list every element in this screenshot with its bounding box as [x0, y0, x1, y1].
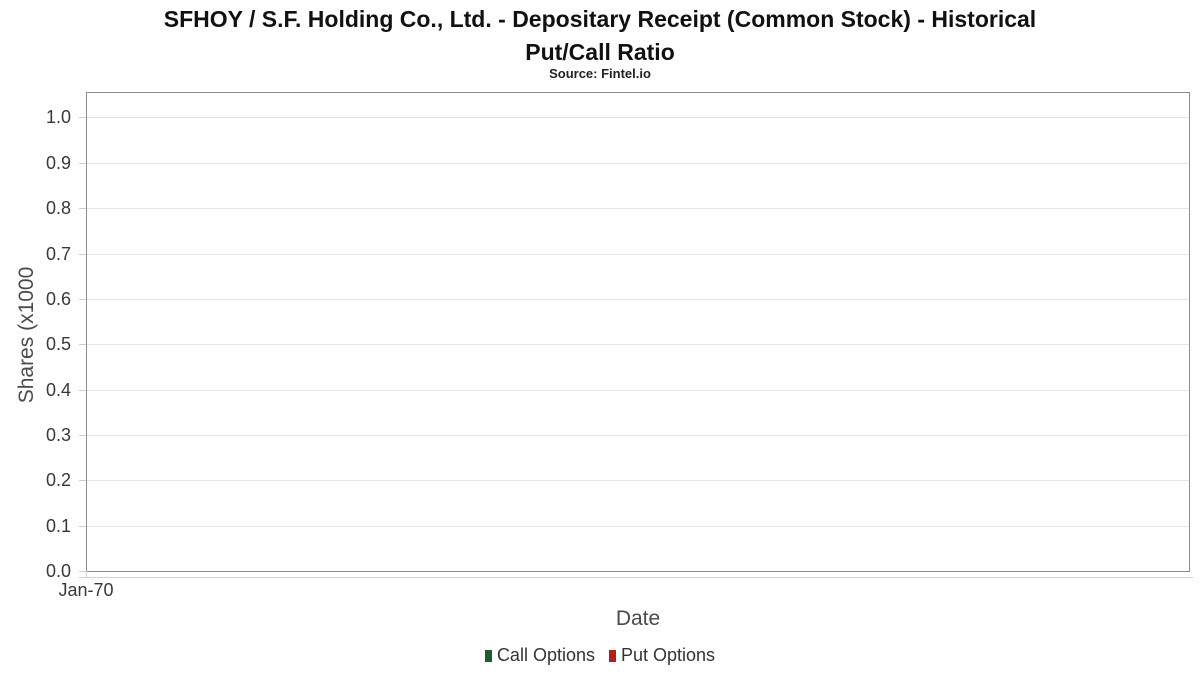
h-gridline	[87, 434, 1189, 436]
h-gridline	[87, 117, 1189, 119]
x-tick-label: Jan-70	[58, 580, 114, 600]
legend-label-put-options: Put Options	[620, 645, 716, 665]
legend: Call Options Put Options	[0, 645, 1200, 666]
y-tick-mark	[79, 298, 86, 300]
call-options-swatch-icon	[484, 649, 492, 662]
y-tick-label: 0.0	[45, 561, 71, 581]
y-tick-mark	[79, 208, 86, 210]
y-tick-mark	[79, 434, 86, 436]
legend-label-call-options: Call Options	[496, 645, 595, 665]
y-tick-label: 0.7	[45, 243, 71, 264]
x-axis-line	[79, 577, 1193, 578]
chart-title-line-1: SFHOY / S.F. Holding Co., Ltd. - Deposit…	[163, 6, 1037, 32]
y-tick-label: 0.9	[45, 152, 71, 173]
chart-title-line-2: Put/Call Ratio	[525, 39, 675, 65]
plot-area: 0.0 0.1 0.2 0.3 0.4 0.5 0.6 0.7 0.8 0.9 1.0	[46, 92, 1193, 581]
h-gridline	[87, 208, 1189, 210]
y-tick-mark	[79, 525, 86, 527]
y-tick-mark	[79, 162, 86, 164]
y-tick-mark	[79, 117, 86, 119]
h-gridline	[87, 253, 1189, 255]
h-gridline	[87, 525, 1189, 527]
y-tick-mark	[79, 571, 86, 572]
y-tick-label: 1.0	[45, 107, 71, 128]
chart-title: SFHOY / S.F. Holding Co., Ltd. - Deposit…	[0, 3, 1200, 69]
h-gridline	[87, 389, 1189, 391]
h-gridline	[87, 344, 1189, 346]
y-tick-mark	[79, 389, 86, 391]
y-tick-label: 0.8	[45, 198, 71, 219]
y-tick-label: 0.6	[45, 288, 71, 309]
y-tick-label: 0.4	[45, 379, 71, 400]
y-tick-label: 0.1	[45, 515, 71, 536]
y-tick-mark	[79, 344, 86, 346]
y-tick-label: 0.3	[45, 424, 71, 445]
legend-item-call-options[interactable]: Call Options	[484, 645, 595, 666]
legend-item-put-options[interactable]: Put Options	[608, 645, 716, 666]
y-tick-mark	[79, 253, 86, 255]
y-tick-label: 0.5	[45, 334, 71, 355]
h-gridline	[87, 298, 1189, 300]
x-axis-title: Date	[615, 607, 661, 630]
h-gridline	[87, 162, 1189, 164]
put-options-swatch-icon	[608, 649, 616, 662]
chart-subtitle: Source: Fintel.io	[549, 66, 651, 81]
x-tick-mark	[86, 571, 87, 577]
y-tick-mark	[79, 480, 86, 482]
y-tick-label: 0.2	[45, 470, 71, 491]
h-gridline	[87, 480, 1189, 482]
